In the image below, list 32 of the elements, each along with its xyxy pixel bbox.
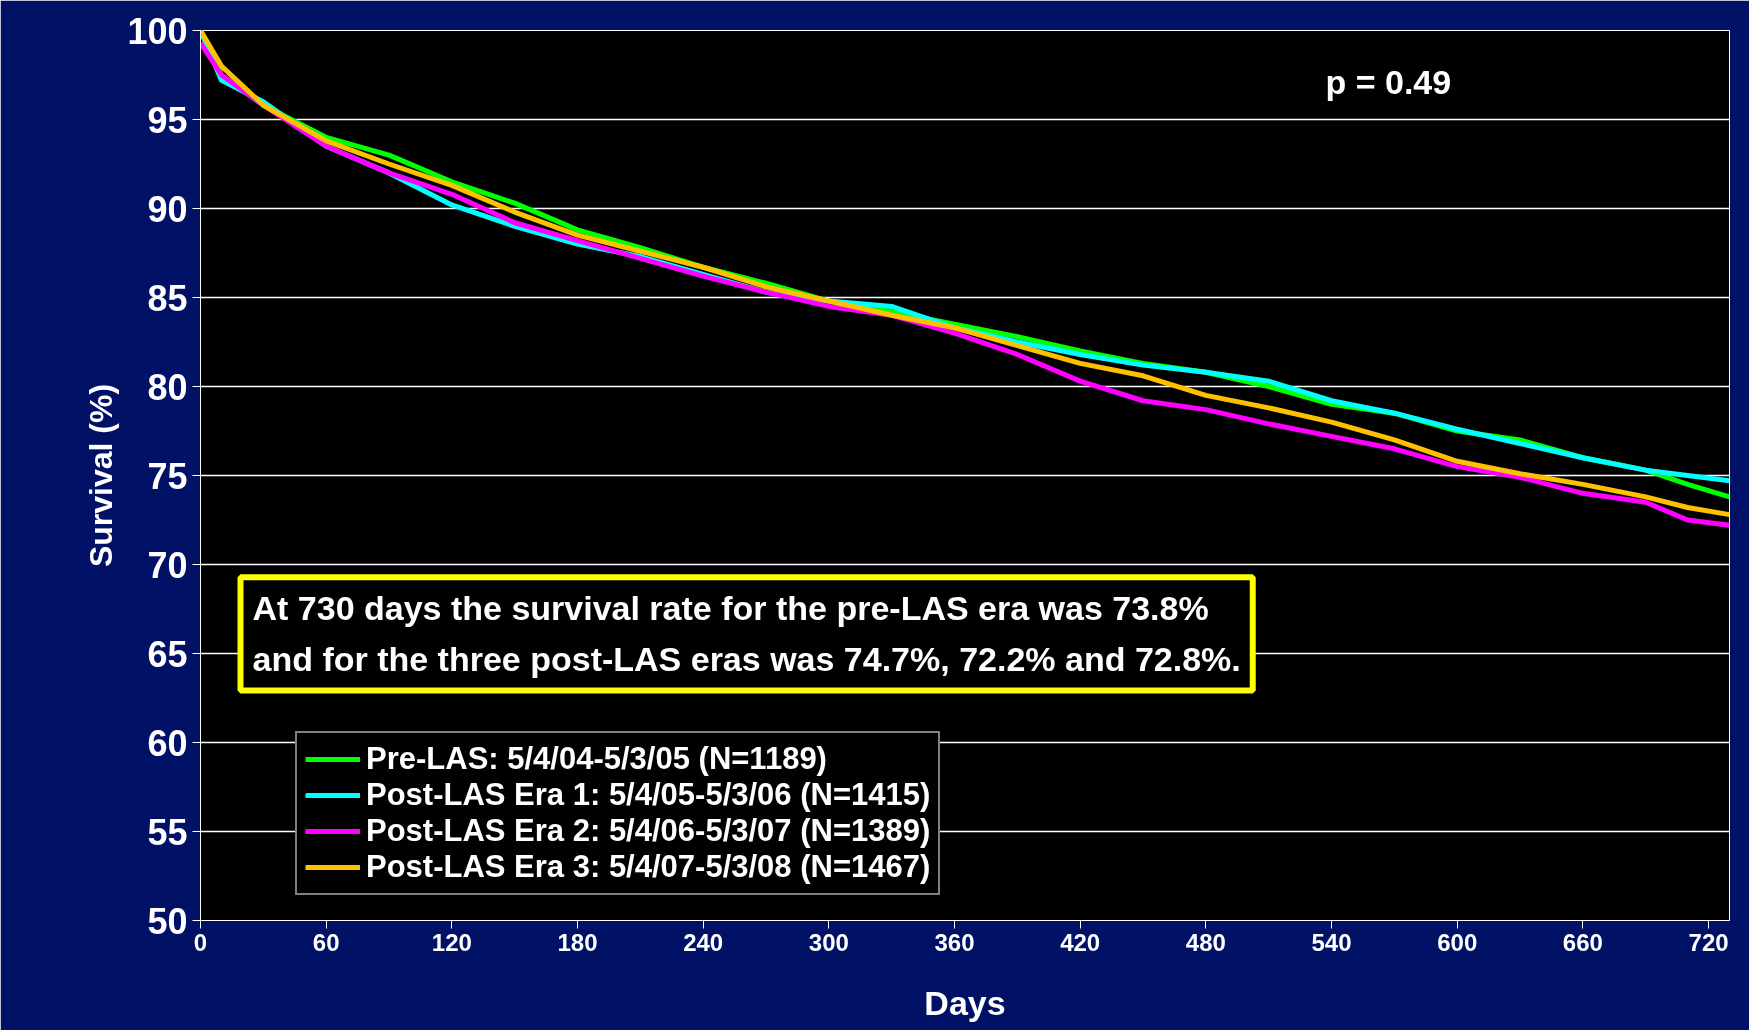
y-tick-label: 100 (127, 10, 188, 52)
x-tick-label: 420 (1060, 928, 1101, 956)
annotation: p = 0.49 (1325, 62, 1452, 101)
x-axis-title: Days (924, 983, 1006, 1022)
y-axis-title: Survival (%) (83, 383, 120, 568)
legend-label: Pre-LAS: 5/4/04-5/3/05 (N=1189) (366, 741, 827, 777)
y-tick-label: 90 (147, 188, 188, 230)
y-tick-label: 70 (147, 544, 188, 586)
y-tick-label: 95 (147, 99, 188, 141)
x-tick-label: 0 (193, 928, 208, 956)
x-tick-label: 180 (557, 928, 598, 956)
x-tick-label: 300 (808, 928, 849, 956)
legend-label: Post-LAS Era 1: 5/4/05-5/3/06 (N=1415) (366, 777, 931, 813)
x-tick-label: 540 (1311, 928, 1352, 956)
x-tick-label: 600 (1437, 928, 1478, 956)
x-tick-label: 240 (683, 928, 724, 956)
y-tick-label: 75 (147, 455, 188, 497)
y-tick-label: 55 (147, 811, 188, 853)
annotation: At 730 days the survival rate for the pre-LAS era was 73.8% and for the three post-LAS eras was 74.7%, 72.2% and 72.8%. (252, 589, 1241, 679)
y-tick-label: 80 (147, 366, 188, 408)
y-tick-label: 65 (147, 633, 188, 675)
legend-label: Post-LAS Era 2: 5/4/06-5/3/07 (N=1389) (366, 813, 931, 849)
x-tick-label: 720 (1688, 928, 1729, 956)
legend-label: Post-LAS Era 3: 5/4/07-5/3/08 (N=1467) (366, 849, 931, 885)
y-tick-label: 85 (147, 277, 188, 319)
y-tick-label: 60 (147, 722, 188, 764)
y-tick-label: 50 (147, 900, 188, 942)
x-tick-label: 360 (934, 928, 975, 956)
x-tick-label: 60 (312, 928, 340, 956)
x-tick-label: 120 (431, 928, 472, 956)
x-tick-label: 660 (1562, 928, 1603, 956)
x-tick-label: 480 (1185, 928, 1226, 956)
